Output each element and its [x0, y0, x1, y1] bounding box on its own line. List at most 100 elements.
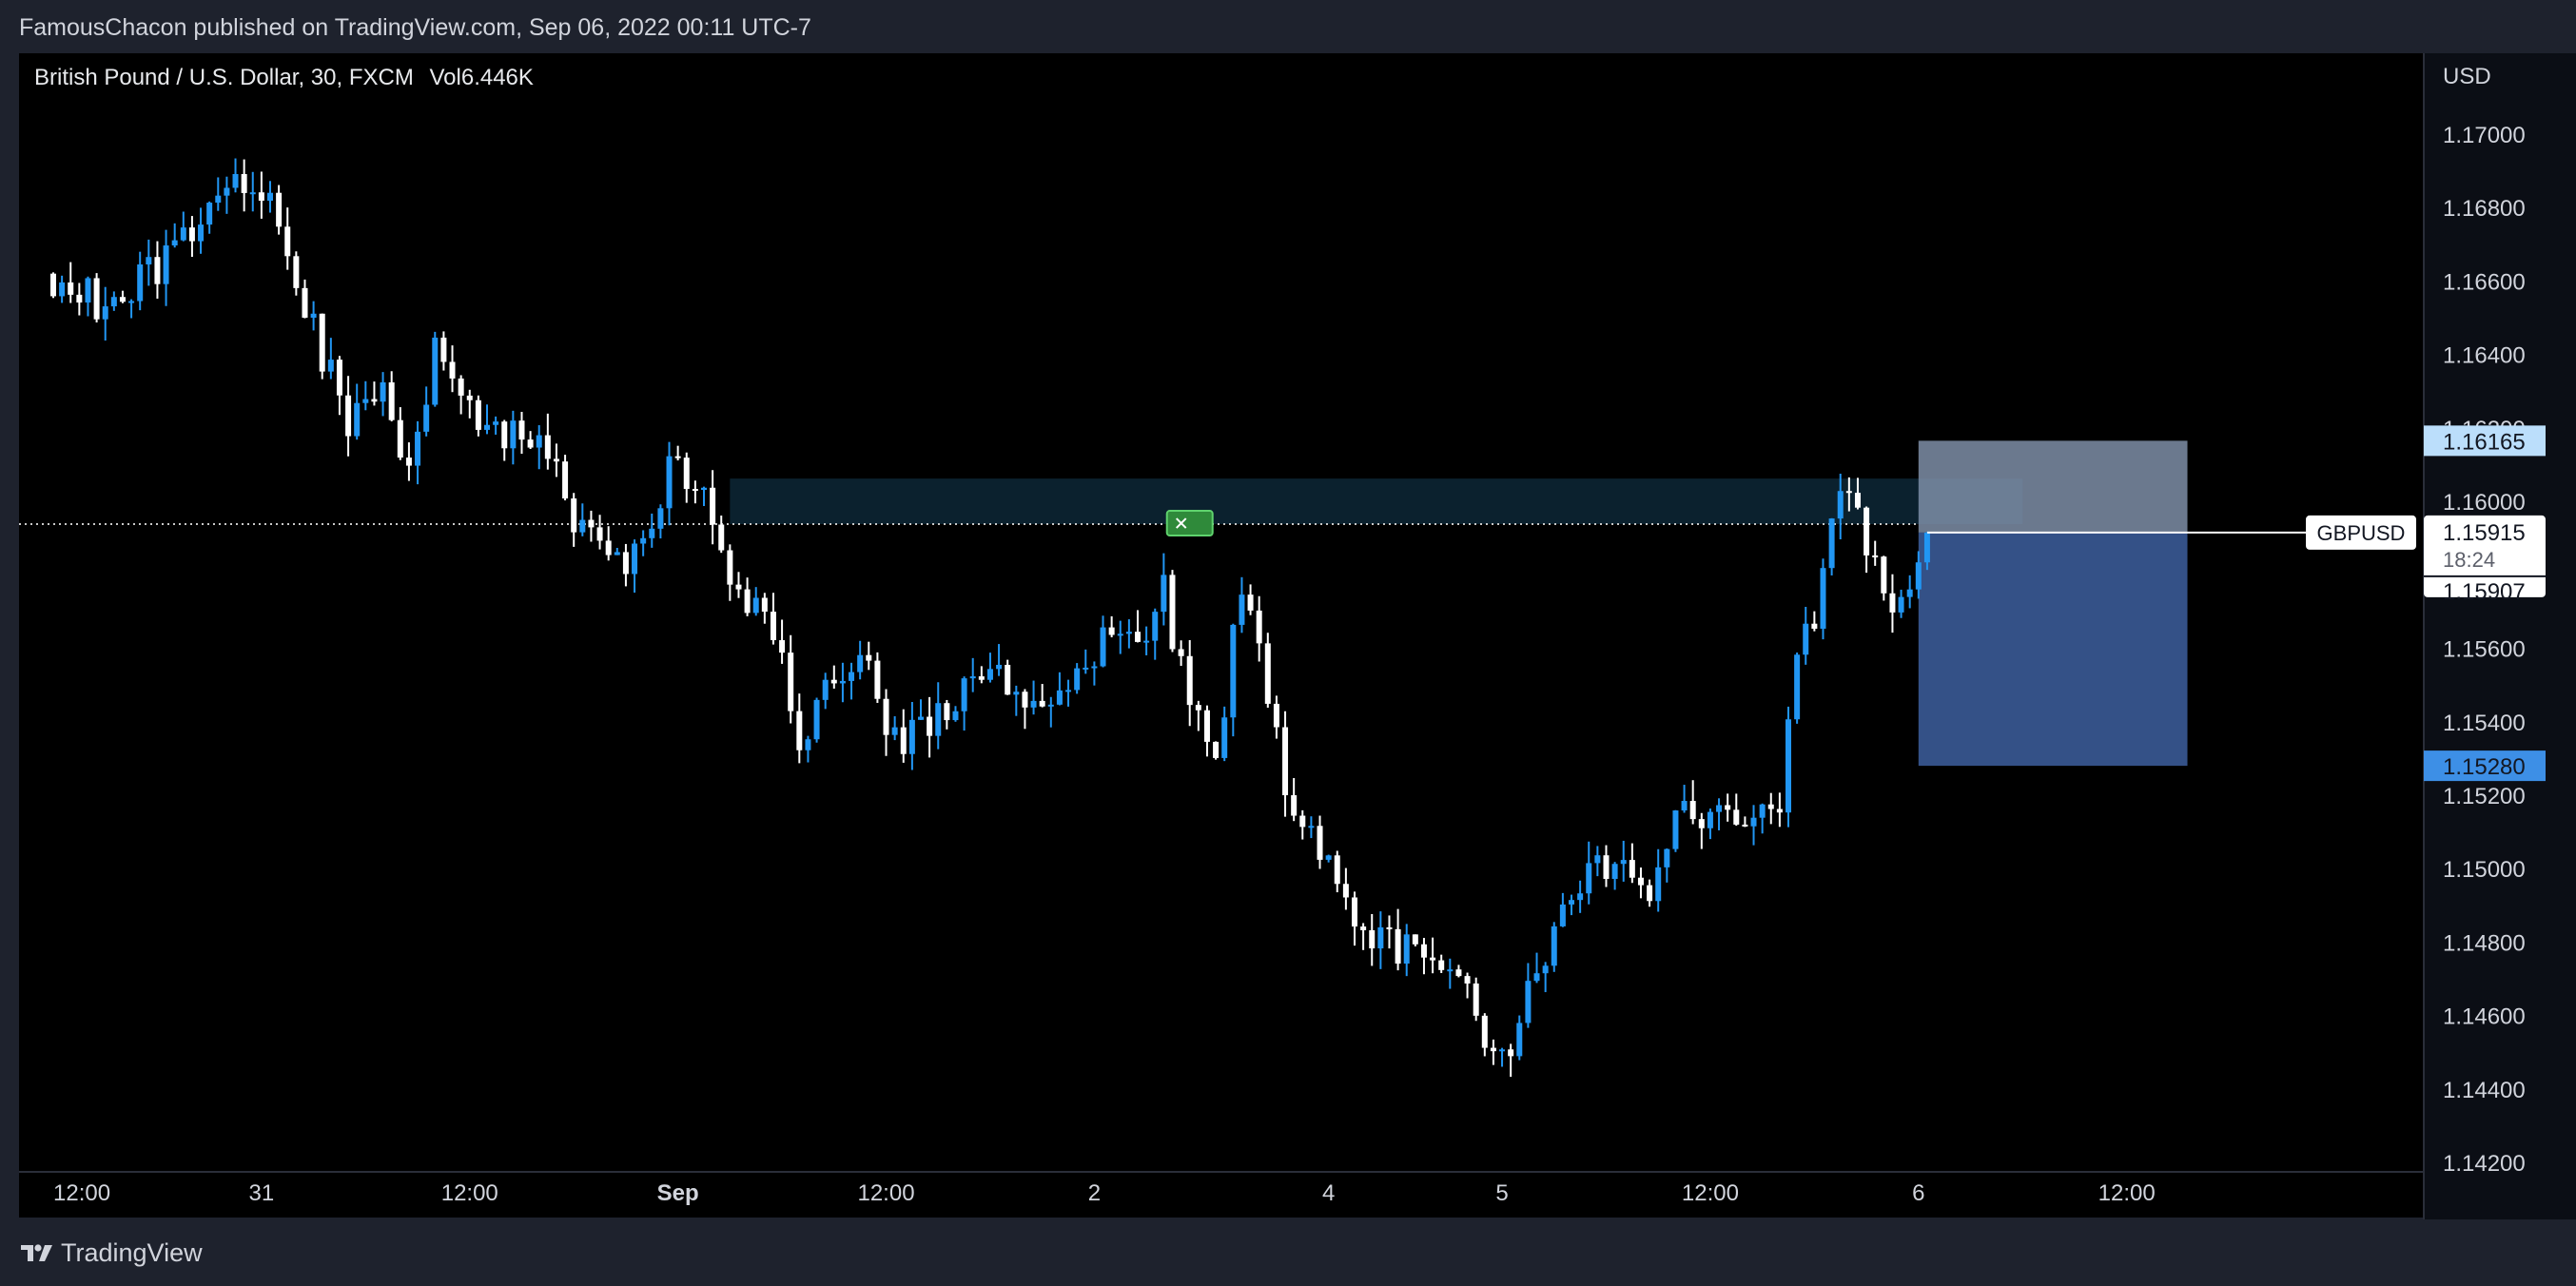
candle: [752, 587, 759, 616]
candle-body: [752, 597, 759, 614]
candle-body: [952, 711, 959, 721]
candle: [1533, 952, 1540, 984]
candle: [761, 593, 768, 624]
candle-body: [345, 395, 352, 437]
candle: [1681, 785, 1688, 813]
candle-body: [1317, 826, 1323, 860]
candles-group: [50, 158, 1930, 1078]
candle-body: [614, 552, 620, 555]
candle-body: [1923, 532, 1930, 563]
signal-marker: [1165, 510, 1214, 537]
candle: [1195, 700, 1201, 731]
candle: [1403, 924, 1410, 977]
candle: [1342, 867, 1349, 910]
candle-body: [475, 399, 481, 430]
candle-body: [1776, 809, 1783, 813]
candle: [1845, 477, 1852, 512]
candle: [657, 504, 664, 539]
candle: [1056, 672, 1063, 706]
candle: [1039, 684, 1045, 708]
candle: [727, 544, 733, 601]
candle: [996, 644, 1003, 676]
candlestick-chart[interactable]: [19, 53, 2424, 1218]
candle: [1499, 1047, 1506, 1067]
footer-bar: TradingView: [0, 1219, 2576, 1286]
candle: [449, 345, 456, 393]
candle: [813, 697, 820, 743]
candle-body: [874, 660, 881, 699]
price-tick-label: 1.16000: [2443, 490, 2526, 516]
candle-body: [969, 676, 976, 679]
candle: [536, 425, 542, 470]
candle-body: [796, 711, 803, 750]
candle-body: [1143, 640, 1150, 643]
candle: [1837, 473, 1844, 539]
candle-body: [1308, 826, 1315, 828]
candle-body: [674, 456, 681, 458]
candle: [1803, 607, 1809, 665]
candle-body: [249, 192, 256, 195]
chart-area[interactable]: [19, 53, 2424, 1218]
candle: [1516, 1015, 1523, 1061]
candle: [1525, 963, 1532, 1028]
candle-body: [839, 680, 846, 684]
candle-body: [1299, 815, 1306, 828]
candle-body: [1611, 864, 1618, 880]
candle-body: [1005, 664, 1011, 695]
candle: [883, 689, 889, 756]
candle: [588, 510, 595, 542]
candle-body: [102, 306, 108, 320]
candle-body: [683, 458, 690, 490]
candle: [1828, 517, 1835, 575]
candle: [830, 665, 837, 689]
candle: [1369, 913, 1376, 966]
candle: [1161, 553, 1167, 626]
candle-body: [85, 278, 91, 303]
candle: [1213, 741, 1220, 760]
candle-body: [986, 669, 993, 680]
candle: [1767, 792, 1774, 825]
candle-body: [1586, 863, 1592, 894]
candle: [986, 653, 993, 683]
candle: [345, 376, 352, 457]
candle-body: [710, 487, 716, 525]
candle: [649, 513, 655, 548]
candle-body: [1039, 700, 1045, 707]
tradingview-logo-icon: [21, 1244, 52, 1261]
candle: [484, 404, 490, 435]
candle-body: [1065, 690, 1072, 692]
candle-body: [1386, 926, 1393, 929]
candle: [1750, 805, 1757, 846]
candle-body: [1447, 969, 1454, 972]
candle: [744, 577, 751, 616]
candle: [1473, 977, 1479, 1022]
candle-body: [1178, 649, 1184, 656]
candle-body: [423, 404, 430, 432]
candle: [68, 262, 74, 303]
candle: [1577, 880, 1584, 913]
candle: [1125, 619, 1132, 649]
candle-body: [1837, 491, 1844, 519]
candle: [440, 331, 447, 371]
candle-body: [1108, 627, 1115, 635]
price-tick-label: 1.17000: [2443, 123, 2526, 148]
candle-body: [1083, 667, 1089, 670]
candle-body: [1352, 897, 1357, 927]
candle: [1637, 867, 1644, 899]
candle-body: [813, 699, 820, 740]
candle-body: [440, 337, 447, 362]
candle: [1786, 706, 1791, 828]
candle-body: [232, 173, 239, 188]
price-tick-label: 1.16200: [2443, 417, 2526, 442]
candle: [518, 411, 525, 455]
tradingview-logo[interactable]: TradingView: [21, 1238, 203, 1268]
candle: [241, 159, 247, 212]
candle-body: [180, 227, 186, 241]
candle-body: [1264, 643, 1271, 704]
candle: [310, 301, 317, 331]
candle: [1065, 679, 1072, 707]
candle-body: [1056, 690, 1063, 705]
candle: [1698, 812, 1705, 849]
candle: [284, 207, 291, 270]
candle: [276, 185, 283, 235]
